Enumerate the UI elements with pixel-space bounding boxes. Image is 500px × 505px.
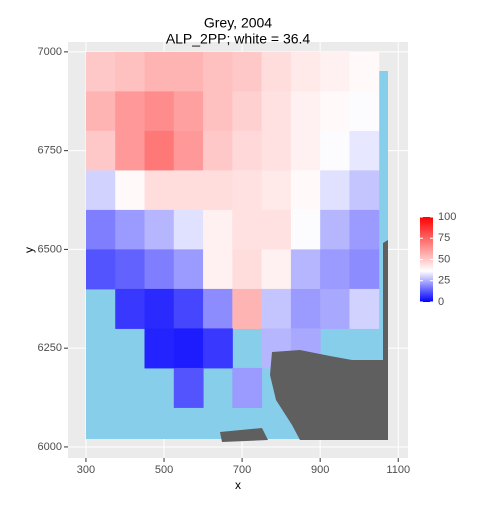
heat-cell: [173, 328, 204, 369]
heat-cell: [173, 209, 204, 250]
heat-cell: [115, 249, 146, 290]
heat-cell: [349, 51, 380, 92]
chart-title: Grey, 2004: [204, 15, 272, 31]
heat-cell: [232, 91, 263, 132]
heat-cell: [290, 130, 321, 171]
y-tick-label: 7000: [38, 46, 62, 58]
heat-cell: [203, 288, 233, 329]
x-tick-label: 700: [233, 464, 251, 476]
heat-cell: [173, 367, 204, 408]
heat-cell: [349, 170, 380, 211]
heat-cell: [320, 170, 350, 211]
y-axis-title: y: [22, 247, 36, 253]
heat-cell: [173, 170, 204, 211]
heat-cell: [115, 130, 146, 171]
heat-cell: [349, 130, 380, 171]
colorbar: [420, 217, 433, 302]
x-tick-label: 1100: [386, 464, 410, 476]
heat-cell: [290, 170, 321, 211]
heat-cell: [349, 249, 380, 290]
heat-cell: [115, 209, 146, 250]
heat-cell: [144, 249, 175, 290]
heat-cell: [144, 209, 175, 250]
heat-cell: [85, 91, 116, 132]
heat-cell: [85, 130, 116, 171]
heat-cell: [261, 130, 292, 171]
heat-cell: [85, 51, 116, 92]
heat-cell: [232, 288, 263, 329]
heat-cell: [203, 91, 233, 132]
heat-cell: [290, 249, 321, 290]
heat-cell: [232, 367, 263, 408]
heat-cell: [261, 288, 292, 329]
heat-cell: [144, 288, 175, 329]
chart-subtitle: ALP_2PP; white = 36.4: [166, 31, 311, 47]
heat-cell: [144, 130, 175, 171]
heat-cell: [115, 91, 146, 132]
heat-cell: [232, 170, 263, 211]
heat-cell: [320, 91, 350, 132]
x-tick-label: 500: [155, 464, 173, 476]
heat-cell: [320, 288, 350, 329]
heat-cell: [203, 328, 233, 369]
heat-cell: [320, 209, 350, 250]
heat-cell: [203, 170, 233, 211]
heat-cell: [232, 51, 263, 92]
y-tick-label: 6000: [38, 441, 62, 453]
colorbar-label: 25: [438, 275, 450, 287]
heat-cell: [261, 249, 292, 290]
heat-cell: [232, 249, 263, 290]
heat-cell: [290, 91, 321, 132]
colorbar-label: 75: [438, 232, 450, 244]
heat-cell: [144, 51, 175, 92]
heat-cell: [144, 328, 175, 369]
heat-cell: [85, 249, 116, 290]
heat-cell: [261, 170, 292, 211]
colorbar-label: 100: [438, 211, 456, 223]
heat-cell: [115, 170, 146, 211]
heat-cell: [144, 170, 175, 211]
heat-cell: [290, 51, 321, 92]
heat-cell: [173, 249, 204, 290]
heat-cell: [320, 249, 350, 290]
y-tick-label: 6750: [38, 145, 62, 157]
x-axis-title: x: [235, 478, 241, 492]
heat-cell: [261, 51, 292, 92]
heat-cell: [173, 130, 204, 171]
y-tick-label: 6250: [38, 342, 62, 354]
heat-cell: [203, 209, 233, 250]
heat-cell: [320, 51, 350, 92]
land: [220, 428, 268, 442]
heat-cell: [203, 51, 233, 92]
heat-cell: [173, 91, 204, 132]
heat-cell: [144, 91, 175, 132]
x-tick-label: 300: [77, 464, 95, 476]
heat-cell: [203, 130, 233, 171]
heat-cell: [232, 130, 263, 171]
heat-cell: [173, 288, 204, 329]
colorbar-label: 50: [438, 253, 450, 265]
heat-cell: [290, 288, 321, 329]
y-tick-label: 6500: [38, 243, 62, 255]
heat-cell: [173, 51, 204, 92]
heat-cell: [115, 51, 146, 92]
heat-cell: [349, 91, 380, 132]
heat-cell: [349, 209, 380, 250]
heat-cell: [290, 209, 321, 250]
colorbar-label: 0: [438, 296, 444, 308]
heat-cell: [85, 170, 116, 211]
heat-cell: [232, 209, 263, 250]
heat-cell: [203, 249, 233, 290]
heat-cell: [261, 209, 292, 250]
heat-cell: [85, 209, 116, 250]
heat-cell: [349, 288, 380, 329]
heat-cell: [115, 288, 146, 329]
heat-cell: [320, 130, 350, 171]
x-tick-label: 900: [311, 464, 329, 476]
land: [270, 240, 388, 440]
heat-cell: [261, 91, 292, 132]
